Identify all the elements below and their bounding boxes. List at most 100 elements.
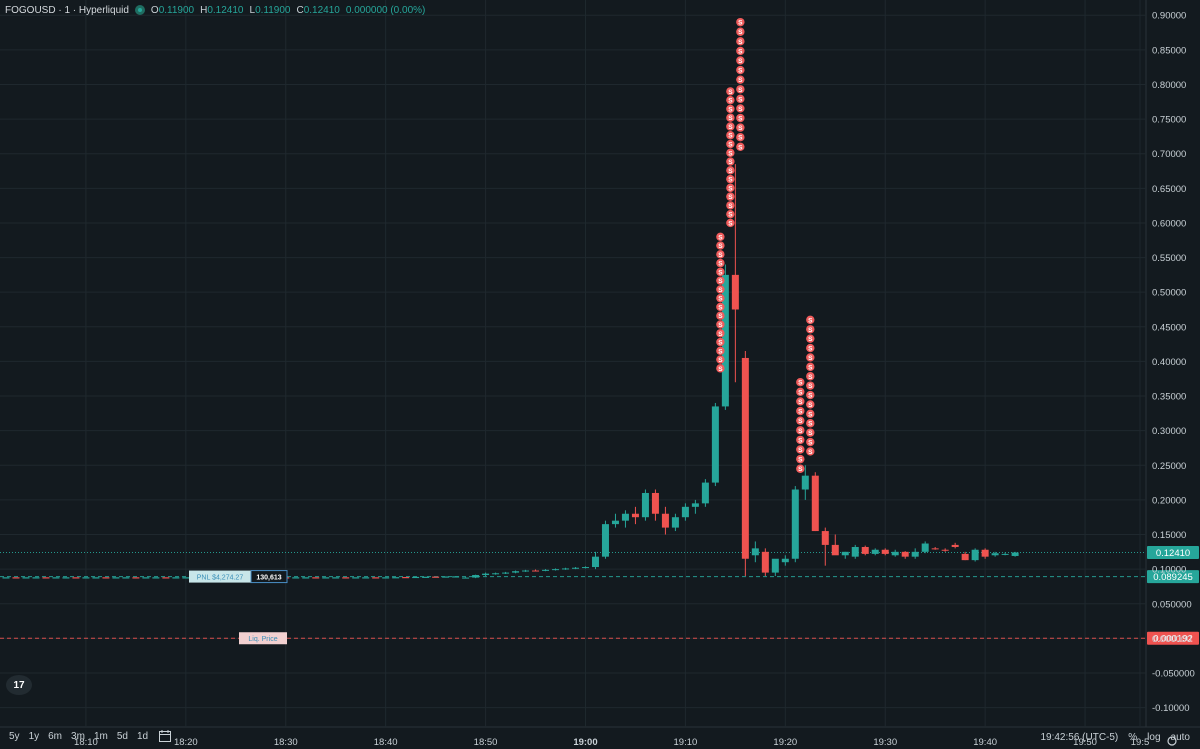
sell-signal-icon xyxy=(716,355,725,364)
low-label: L xyxy=(249,4,256,16)
sell-signal-icon xyxy=(806,381,815,390)
candle-body xyxy=(691,503,699,507)
range-1m[interactable]: 1m xyxy=(93,730,108,742)
sell-signal-glyph: S xyxy=(718,313,723,320)
sell-signal-icon xyxy=(726,113,735,122)
y-tick-label: 0.50000 xyxy=(1152,288,1186,299)
sell-signal-icon xyxy=(736,85,745,94)
pnl-box xyxy=(189,570,251,583)
candle-body xyxy=(611,520,619,525)
sell-signal-glyph: S xyxy=(738,87,743,94)
candle-body xyxy=(781,558,789,563)
range-3m[interactable]: 3m xyxy=(71,730,85,742)
y-tick-label: 0.20000 xyxy=(1152,495,1186,506)
sell-signal-icon xyxy=(806,437,815,447)
sell-signal-glyph: S xyxy=(738,125,743,132)
sell-signal-icon xyxy=(736,132,745,142)
range-1d[interactable]: 1d xyxy=(136,730,149,742)
candle-body xyxy=(981,549,989,557)
x-axis[interactable]: 18:10 18:20 18:30 18:40 18:50 19:00 19:10 19:20… xyxy=(74,736,1177,748)
chart-settings-icon[interactable] xyxy=(1167,736,1177,746)
sell-signal-icon xyxy=(726,157,735,166)
sell-signal-icon xyxy=(806,334,815,343)
y-tick-label: 0.000000 xyxy=(1152,634,1192,645)
go-to-date-icon[interactable] xyxy=(158,729,172,743)
sell-signal-glyph: S xyxy=(808,440,813,447)
candle-flat xyxy=(42,577,50,579)
sell-signal-icon xyxy=(796,454,805,464)
log-toggle[interactable]: log xyxy=(1147,732,1161,743)
sell-signal-glyph: S xyxy=(798,447,803,454)
sell-signal-icon xyxy=(796,464,805,473)
candle-body xyxy=(512,571,520,573)
sell-signal-glyph: S xyxy=(728,194,733,201)
y-tick-label: 0.85000 xyxy=(1152,45,1186,56)
open-label: O xyxy=(150,4,159,16)
range-1y[interactable]: 1y xyxy=(28,730,40,742)
sell-signal-icon xyxy=(726,209,735,219)
clock[interactable]: 19:42:56 (UTC-5) xyxy=(1040,732,1119,743)
bottom-toolbar: 5y 1y 6m 3m 1m 5d 1d xyxy=(0,723,1200,749)
x-tick-label: 18:50 xyxy=(474,737,498,748)
candle-body xyxy=(801,475,809,490)
tradingview-logo[interactable]: 17 xyxy=(6,675,32,695)
grid-lines xyxy=(0,0,1200,728)
sell-signal-icon xyxy=(726,183,735,193)
candle-flat xyxy=(142,577,150,579)
sell-signal-glyph: S xyxy=(808,421,813,428)
sell-signal-glyph: S xyxy=(738,58,743,65)
sell-signal-glyph: S xyxy=(728,168,733,175)
candle-body xyxy=(651,492,659,514)
high-label: H xyxy=(200,4,208,16)
y-tick-label: 0.45000 xyxy=(1152,322,1186,333)
x-tick-label: 19:10 xyxy=(674,737,698,748)
candle-body xyxy=(841,551,849,556)
percent-toggle[interactable]: % xyxy=(1128,732,1138,743)
sell-signal-icon xyxy=(736,17,745,27)
sell-signal-icon xyxy=(716,276,725,285)
sell-signal-glyph: S xyxy=(728,106,733,113)
candle-body xyxy=(941,549,949,551)
sell-signal-icon xyxy=(736,142,745,151)
auto-toggle[interactable]: auto xyxy=(1170,732,1190,743)
candle-body xyxy=(631,513,639,518)
position-labels: PNL $4,274.27 130,613 Liq. Price xyxy=(189,570,288,645)
sell-signal-glyph: S xyxy=(728,220,733,227)
sell-signal-icon xyxy=(716,320,725,329)
candle-body xyxy=(851,546,859,557)
sell-signal-icon xyxy=(716,293,725,303)
sell-signal-glyph: S xyxy=(738,144,743,151)
x-tick-label: 19:20 xyxy=(773,737,797,748)
sell-signal-glyph: S xyxy=(738,39,743,46)
y-tick-label: 0.10000 xyxy=(1152,565,1186,576)
last-price-label: 0.12410 xyxy=(1156,548,1190,559)
symbol-title[interactable]: FOGOUSD · 1 · Hyperliquid xyxy=(5,4,129,16)
candle-flat xyxy=(422,576,430,578)
sell-signal-glyph: S xyxy=(718,234,723,241)
sell-signal-glyph: S xyxy=(798,457,803,464)
market-status-icon xyxy=(134,5,145,15)
sell-signal-icon xyxy=(716,267,725,277)
x-tick-label: 19:40 xyxy=(973,737,997,748)
candle-body xyxy=(751,548,759,556)
last-price-tag xyxy=(1147,545,1199,559)
entry-price-label: 0.089245 xyxy=(1153,572,1193,583)
y-axis[interactable]: 0.90000 0.85000 0.80000 0.75000 0.70000 0.650… xyxy=(1152,11,1195,714)
range-5y[interactable]: 5y xyxy=(9,730,20,742)
sell-signal-glyph: S xyxy=(718,366,723,373)
sell-signal-glyph: S xyxy=(798,409,803,416)
sell-signal-icon xyxy=(736,104,745,113)
candle-body xyxy=(861,546,869,554)
candle-body xyxy=(931,548,939,550)
sell-signal-icon xyxy=(716,250,725,259)
range-6m[interactable]: 6m xyxy=(48,730,63,742)
sell-signal-glyph: S xyxy=(738,48,743,55)
sell-signal-glyph: S xyxy=(798,380,803,387)
range-5d[interactable]: 5d xyxy=(116,730,128,742)
candle-body xyxy=(522,570,530,572)
candle-body xyxy=(831,544,839,556)
y-tick-label: 0.35000 xyxy=(1152,392,1186,403)
sell-signal-glyph: S xyxy=(718,261,723,268)
x-tick-label: 19:30 xyxy=(873,737,897,748)
